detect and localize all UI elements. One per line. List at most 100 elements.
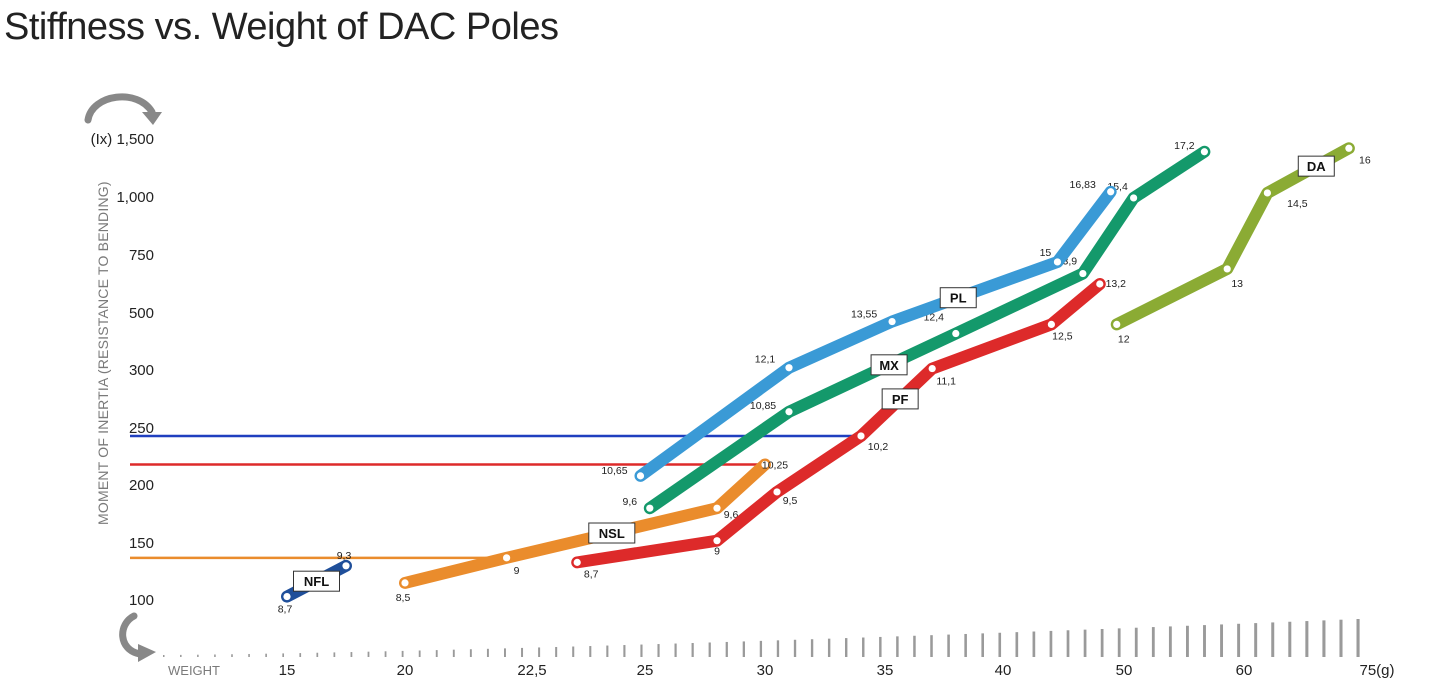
data-point [1263,189,1271,197]
series-name: PF [892,392,909,407]
ruler-tick [418,650,421,657]
ruler-tick [930,635,933,657]
data-point [928,364,936,373]
data-point [857,432,865,440]
x-tick-label: 35 [877,662,894,679]
ruler-tick [1356,619,1360,657]
y-tick-label: (Ix) 1,500 [91,131,154,148]
ruler-tick [367,651,370,657]
series-line [643,145,1211,515]
point-label: 13,55 [851,309,877,321]
ruler-tick [538,647,541,657]
ruler-tick [947,634,950,657]
ruler-tick [384,651,387,657]
point-label: 16 [1359,154,1371,166]
ruler-tick [1066,630,1070,657]
point-label: 9,6 [724,509,739,521]
y-tick-label: 100 [129,592,154,609]
ruler-tick [913,635,916,657]
data-point [646,504,654,512]
series-nfl: 8,7 9,3 NFL [278,550,352,616]
series-da: 12 13 14,5 16 DA [1110,142,1371,345]
data-point [713,504,721,512]
data-point [1096,280,1104,288]
ruler-tick [333,652,336,657]
ruler-tick [1271,622,1275,657]
ruler-tick [879,636,882,657]
series-name-box: DA [1297,155,1335,177]
ruler-tick [1049,630,1053,657]
ruler-tick [589,646,592,657]
ruler-tick [180,654,182,657]
ruler-tick [1322,620,1326,657]
ruler-tick [964,633,967,657]
ruler-tick [1100,629,1104,657]
y-axis-ticks: 100 150 200 250 300 500 750 1,000 (Ix) 1,500 [91,131,154,609]
ruler-tick [1032,631,1036,657]
x-tick-label: 22,5 [517,662,546,679]
point-label: 9,3 [337,550,352,562]
point-label: 14,5 [1287,198,1308,210]
data-point [401,579,409,587]
point-label: 17,2 [1174,140,1195,152]
x-axis-label: WEIGHT [168,663,220,678]
ruler-tick [1203,625,1206,657]
ruler-tick [265,653,267,657]
chart-title: Stiffness vs. Weight of DAC Poles [4,6,559,48]
ruler-tick [1339,619,1343,657]
point-label: 12 [1118,333,1130,345]
reference-lines [130,434,861,560]
ruler-tick [708,642,711,657]
data-point [1107,188,1115,196]
ruler-tick [1134,627,1138,657]
series-name-box: MX [870,354,908,376]
ruler-tick [606,645,609,657]
point-label: 11,1 [936,376,956,388]
series-name: MX [879,358,899,373]
data-point [785,364,793,372]
point-label: 13,2 [1106,278,1127,290]
rotate-clockwise-icon [84,93,162,125]
x-tick-label: 30 [757,662,774,679]
series-pf: 8,7 9 9,5 10,2 11,1 12,5 13,2 PF [571,278,1127,580]
ruler-tick [742,641,745,657]
ruler-tick [1254,623,1258,657]
point-label: 9 [514,565,520,577]
data-point [1345,144,1353,152]
data-point [283,592,291,601]
point-label: 15 [1040,247,1052,259]
ruler-tick [725,641,728,657]
ruler-tick [640,644,643,657]
point-label: 9 [714,546,720,558]
ruler-tick [827,638,831,657]
y-tick-label: 150 [129,535,154,552]
ruler-tick [197,654,199,657]
x-tick-label: 20 [397,662,414,679]
ruler-tick [299,653,302,657]
y-axis-label: MOMENT OF INERTIA (RESISTANCE TO BENDING… [95,181,111,525]
data-point [761,460,769,469]
ruler-tick [1151,627,1155,657]
x-tick-label: 75(g) [1359,662,1394,679]
ruler-tick [555,646,558,657]
data-point [342,562,350,570]
point-label: 10,25 [762,459,788,471]
y-tick-label: 500 [129,305,154,322]
series-name: NFL [304,574,329,589]
series-name-box: NSL [588,522,636,544]
ruler-tick [1237,623,1241,657]
ruler-tick [1117,628,1121,657]
point-label: 9,5 [783,495,798,507]
data-point [636,472,645,480]
data-point [573,558,581,566]
y-tick-label: 200 [129,477,154,494]
data-point [773,488,781,496]
ruler-tick [248,653,250,657]
ruler-tick [282,653,285,657]
x-tick-label: 60 [1236,662,1253,679]
point-label: 8,7 [278,604,293,616]
ruler-tick [316,652,319,657]
y-tick-label: 1,000 [116,189,154,206]
data-point [785,408,793,416]
